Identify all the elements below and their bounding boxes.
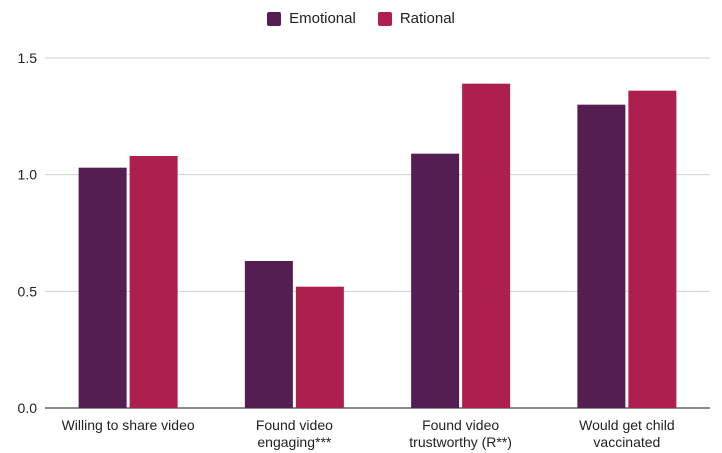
y-tick-label: 1.0 [18,167,38,183]
category-label: Found video [422,417,499,433]
y-tick-label: 1.5 [18,50,38,66]
legend-label-emotional: Emotional [289,10,356,27]
bar-rational [462,83,511,409]
bar-emotional [78,167,127,408]
bar-rational [295,286,344,408]
category-label: Willing to share video [62,417,195,433]
category-label: trustworthy (R**) [409,434,512,450]
category-label: vaccinated [593,434,660,450]
legend-item-emotional: Emotional [267,10,356,27]
bar-rational [628,90,677,409]
bar-emotional [244,261,293,408]
legend: Emotional Rational [0,10,722,27]
legend-item-rational: Rational [377,10,455,27]
category-label: Would get child [579,417,674,433]
bar-emotional [577,104,626,409]
legend-swatch-rational [377,11,392,26]
bar-emotional [411,153,460,408]
legend-swatch-emotional [267,11,282,26]
legend-label-rational: Rational [399,10,455,27]
category-label: engaging*** [257,434,332,450]
y-tick-label: 0.5 [18,283,38,299]
category-label: Found video [256,417,333,433]
y-tick-label: 0.0 [18,400,38,416]
bar-rational [129,156,178,408]
